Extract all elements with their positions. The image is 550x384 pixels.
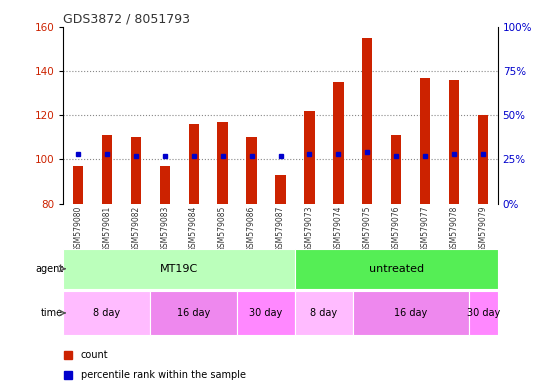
- Text: 8 day: 8 day: [310, 308, 338, 318]
- Bar: [150, 291, 237, 335]
- Text: 16 day: 16 day: [177, 308, 210, 318]
- Bar: [391, 135, 401, 204]
- Bar: [353, 291, 469, 335]
- Text: GSM579086: GSM579086: [247, 206, 256, 252]
- Text: GSM579085: GSM579085: [218, 206, 227, 252]
- Bar: [362, 38, 372, 204]
- Bar: [276, 175, 285, 204]
- Bar: [295, 248, 498, 289]
- Bar: [333, 82, 344, 204]
- Text: GSM579077: GSM579077: [421, 206, 430, 252]
- Text: MT19C: MT19C: [160, 264, 198, 274]
- Text: GSM579081: GSM579081: [102, 206, 111, 252]
- Bar: [469, 291, 498, 335]
- Text: GSM579075: GSM579075: [363, 206, 372, 252]
- Text: GSM579073: GSM579073: [305, 206, 314, 252]
- Bar: [189, 124, 199, 204]
- Text: count: count: [81, 350, 108, 360]
- Bar: [237, 291, 295, 335]
- Text: GSM579082: GSM579082: [131, 206, 140, 252]
- Text: GSM579084: GSM579084: [189, 206, 198, 252]
- Text: 16 day: 16 day: [394, 308, 427, 318]
- Text: GSM579079: GSM579079: [478, 206, 488, 252]
- Bar: [478, 115, 488, 204]
- Text: 30 day: 30 day: [249, 308, 283, 318]
- Bar: [304, 111, 315, 204]
- Text: agent: agent: [35, 264, 63, 274]
- Text: 30 day: 30 day: [466, 308, 500, 318]
- Text: GSM579074: GSM579074: [334, 206, 343, 252]
- Bar: [420, 78, 431, 204]
- Bar: [130, 137, 141, 204]
- Text: GSM579083: GSM579083: [160, 206, 169, 252]
- Bar: [295, 291, 353, 335]
- Text: GSM579080: GSM579080: [73, 206, 82, 252]
- Bar: [73, 166, 83, 204]
- Bar: [102, 135, 112, 204]
- Bar: [217, 122, 228, 204]
- Bar: [63, 248, 295, 289]
- Text: untreated: untreated: [369, 264, 424, 274]
- Bar: [246, 137, 257, 204]
- Text: GDS3872 / 8051793: GDS3872 / 8051793: [63, 13, 190, 26]
- Bar: [449, 80, 459, 204]
- Bar: [160, 166, 170, 204]
- Text: time: time: [41, 308, 63, 318]
- Text: 8 day: 8 day: [93, 308, 120, 318]
- Text: GSM579087: GSM579087: [276, 206, 285, 252]
- Text: percentile rank within the sample: percentile rank within the sample: [81, 370, 246, 380]
- Text: GSM579076: GSM579076: [392, 206, 401, 252]
- Bar: [63, 291, 150, 335]
- Text: GSM579078: GSM579078: [450, 206, 459, 252]
